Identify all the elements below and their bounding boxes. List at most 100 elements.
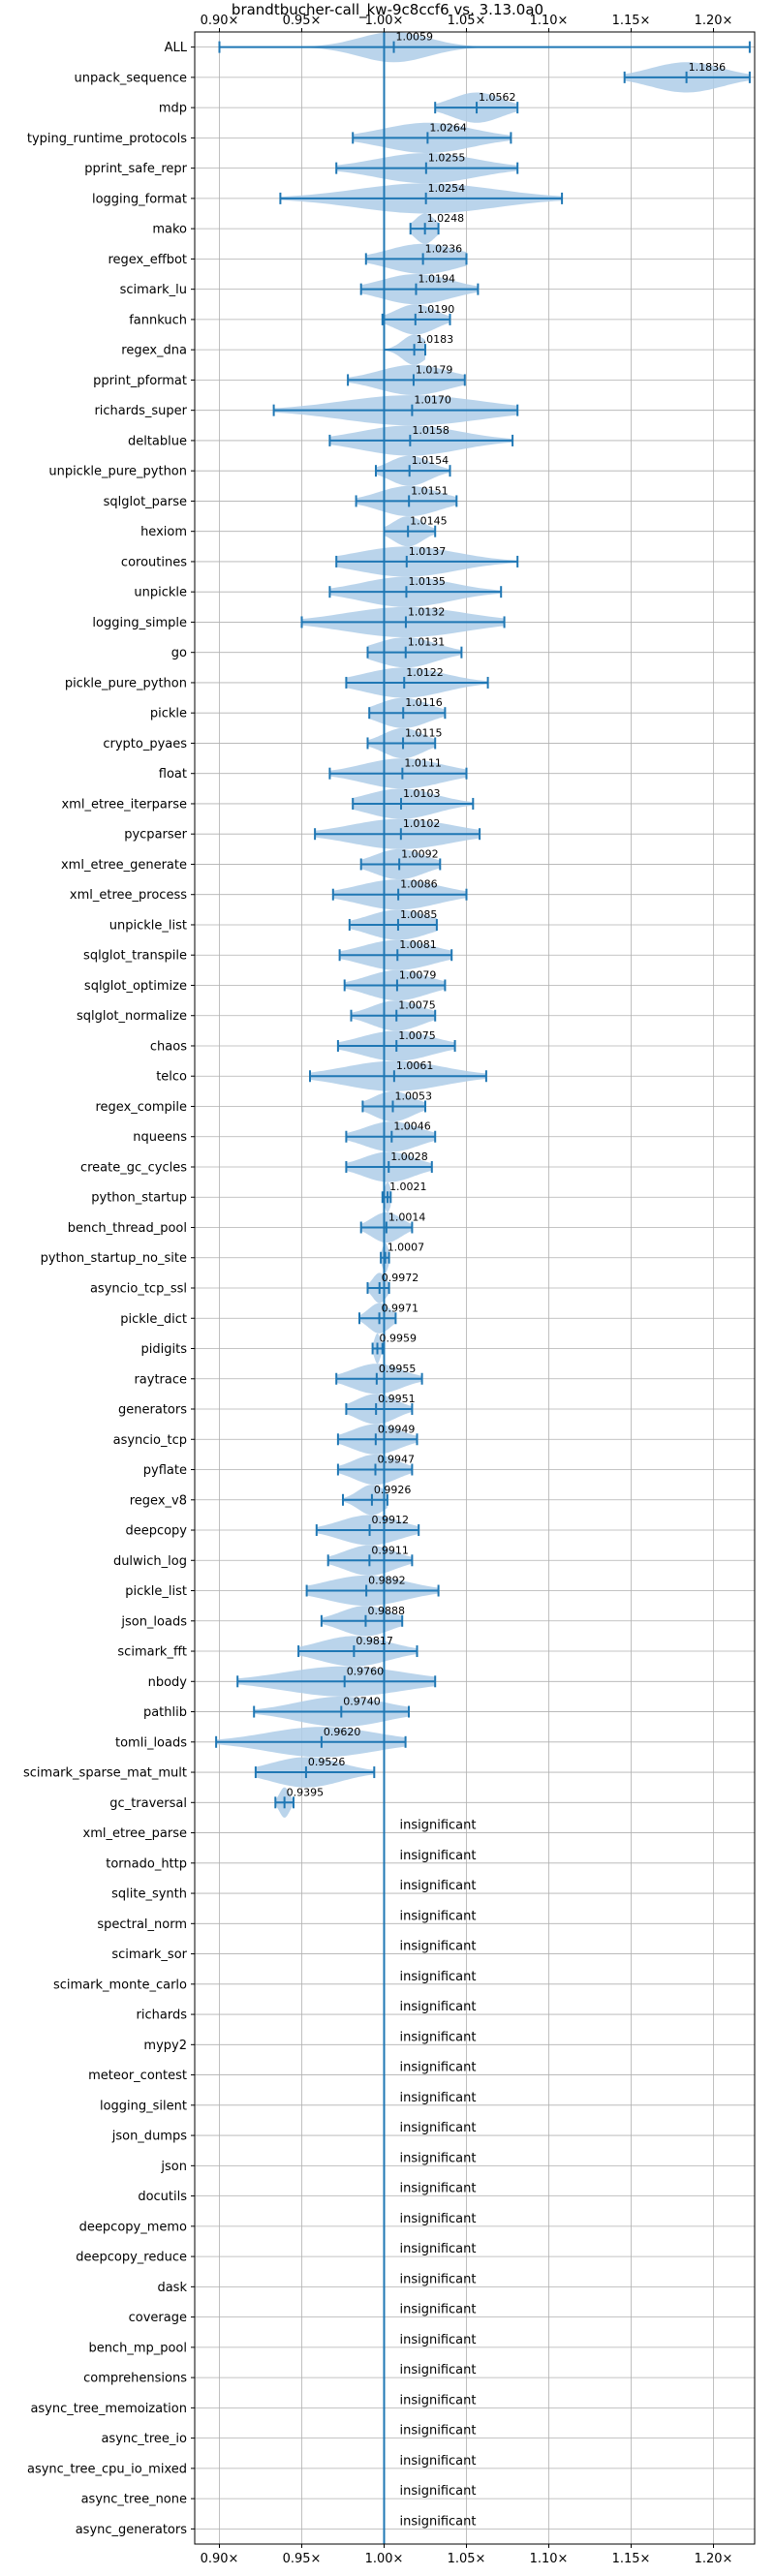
x-tick-label-top: 0.90× (201, 14, 239, 28)
insignificant-label: insignificant (400, 1909, 477, 1923)
insignificant-label: insignificant (400, 1940, 477, 1954)
y-tick-label: gc_traversal (109, 1796, 187, 1811)
insignificant-label: insignificant (400, 1879, 477, 1893)
x-tick-label-top: 1.00× (365, 14, 404, 28)
x-tick-label-bottom: 0.90× (201, 2552, 239, 2566)
value-label: 0.9526 (308, 1756, 346, 1768)
y-tick-label: sqlglot_transpile (83, 949, 187, 964)
value-label: 1.0111 (404, 757, 442, 770)
insignificant-label: insignificant (400, 2121, 477, 2135)
y-tick-label: dask (157, 2281, 187, 2295)
value-label: 1.0075 (398, 999, 436, 1012)
y-tick-label: sqlite_synth (111, 1887, 187, 1902)
y-tick-label: python_startup (91, 1191, 187, 1206)
insignificant-label: insignificant (400, 2091, 477, 2105)
value-label: 1.0014 (388, 1211, 426, 1223)
y-tick-label: unpack_sequence (74, 71, 187, 85)
axes: 0.90× 0.90× 0.95× 0.95× 1.00× 1.00× 1.05× 1.05×… (23, 14, 732, 2566)
value-label: 1.0075 (398, 1029, 436, 1042)
y-tick-label: regex_compile (95, 1100, 187, 1115)
y-tick-label: typing_runtime_protocols (27, 132, 187, 146)
y-tick-label: crypto_pyaes (103, 737, 187, 751)
y-tick-label: bench_thread_pool (68, 1221, 187, 1236)
y-tick-label: regex_v8 (130, 1493, 187, 1508)
y-tick-label: unpickle_pure_python (48, 465, 187, 479)
value-label: 0.9947 (377, 1454, 415, 1466)
insignificant-label: insignificant (400, 2212, 477, 2226)
y-tick-label: scimark_lu (120, 283, 187, 297)
x-tick-label-top: 1.15× (612, 14, 651, 28)
x-tick-label-bottom: 1.00× (365, 2552, 404, 2566)
insignificant-label: insignificant (400, 2272, 477, 2286)
y-tick-label: go (171, 646, 187, 660)
y-tick-label: sqlglot_optimize (84, 979, 187, 994)
insignificant-label: insignificant (400, 1849, 477, 1863)
y-tick-label: async_tree_cpu_io_mixed (27, 2462, 187, 2476)
value-label: 1.0254 (428, 182, 466, 195)
value-label: 0.9817 (356, 1635, 393, 1647)
y-tick-label: mypy2 (143, 2039, 187, 2053)
x-tick-label-top: 0.95× (283, 14, 322, 28)
y-tick-label: asyncio_tcp_ssl (90, 1282, 187, 1297)
y-tick-label: bench_mp_pool (88, 2341, 187, 2355)
insignificant-label: insignificant (400, 2061, 477, 2075)
value-label: 1.1836 (689, 61, 727, 74)
value-label: 1.0248 (427, 212, 465, 225)
y-tick-label: async_tree_none (81, 2493, 187, 2507)
y-tick-label: xml_etree_iterparse (61, 797, 187, 812)
value-label: 1.0236 (425, 242, 463, 255)
error-bars (215, 32, 751, 2544)
insignificant-label: insignificant (400, 2363, 477, 2377)
y-tick-label: xml_etree_process (70, 888, 187, 903)
y-tick-label: deepcopy_reduce (76, 2251, 187, 2265)
y-tick-label: telco (156, 1070, 187, 1085)
y-tick-label: deepcopy_memo (79, 2220, 187, 2234)
y-tick-label: raytrace (134, 1372, 187, 1387)
value-label: 1.0122 (406, 666, 444, 679)
y-tick-label: ALL (165, 41, 188, 55)
y-tick-label: xml_etree_generate (61, 858, 187, 873)
y-tick-label: scimark_monte_carlo (53, 1978, 187, 1992)
value-label: 1.0115 (405, 726, 443, 739)
y-tick-label: nbody (148, 1675, 188, 1690)
y-tick-label: logging_silent (100, 2099, 187, 2113)
y-tick-label: pprint_safe_repr (84, 162, 187, 176)
insignificant-label: insignificant (400, 2514, 477, 2529)
y-tick-label: regex_effbot (108, 253, 187, 267)
value-label: 1.0190 (418, 303, 455, 316)
insignificant-label: insignificant (400, 2182, 477, 2196)
y-tick-label: coverage (129, 2311, 187, 2325)
x-tick-label-bottom: 1.05× (448, 2552, 486, 2566)
x-tick-label-bottom: 1.15× (612, 2552, 651, 2566)
y-tick-label: logging_format (92, 192, 187, 206)
value-label: 0.9395 (287, 1786, 325, 1798)
y-tick-label: sqlglot_normalize (77, 1009, 187, 1024)
y-tick-label: asyncio_tcp (113, 1433, 187, 1448)
value-label: 1.0194 (418, 273, 455, 286)
y-tick-label: dulwich_log (113, 1554, 187, 1569)
x-tick-label-top: 1.05× (448, 14, 486, 28)
y-tick-label: async_generators (76, 2523, 188, 2537)
y-tick-label: scimark_sor (111, 1947, 187, 1962)
value-label: 0.9959 (380, 1333, 418, 1345)
value-label: 1.0170 (414, 394, 451, 407)
y-tick-label: sqlglot_parse (104, 495, 187, 509)
plot-frame (194, 31, 756, 2545)
y-tick-label: deepcopy (125, 1524, 187, 1539)
insignificant-label: insignificant (400, 2454, 477, 2469)
value-label: 1.0151 (411, 484, 449, 497)
y-tick-label: hexiom (140, 525, 187, 539)
value-label: 1.0053 (395, 1089, 433, 1102)
value-label: 0.9955 (379, 1363, 417, 1375)
x-tick-label-top: 1.10× (530, 14, 569, 28)
value-label: 0.9620 (324, 1726, 361, 1738)
value-label: 1.0145 (410, 515, 448, 528)
value-label: 1.0059 (396, 31, 434, 44)
y-tick-label: xml_etree_parse (83, 1826, 187, 1841)
value-label: 1.0085 (400, 908, 438, 921)
y-tick-label: pickle_dict (120, 1312, 187, 1327)
value-label: 0.9971 (382, 1302, 419, 1314)
y-tick-label: meteor_contest (88, 2069, 187, 2083)
x-tick-label-top: 1.20× (695, 14, 733, 28)
value-label: 0.9912 (372, 1514, 410, 1526)
